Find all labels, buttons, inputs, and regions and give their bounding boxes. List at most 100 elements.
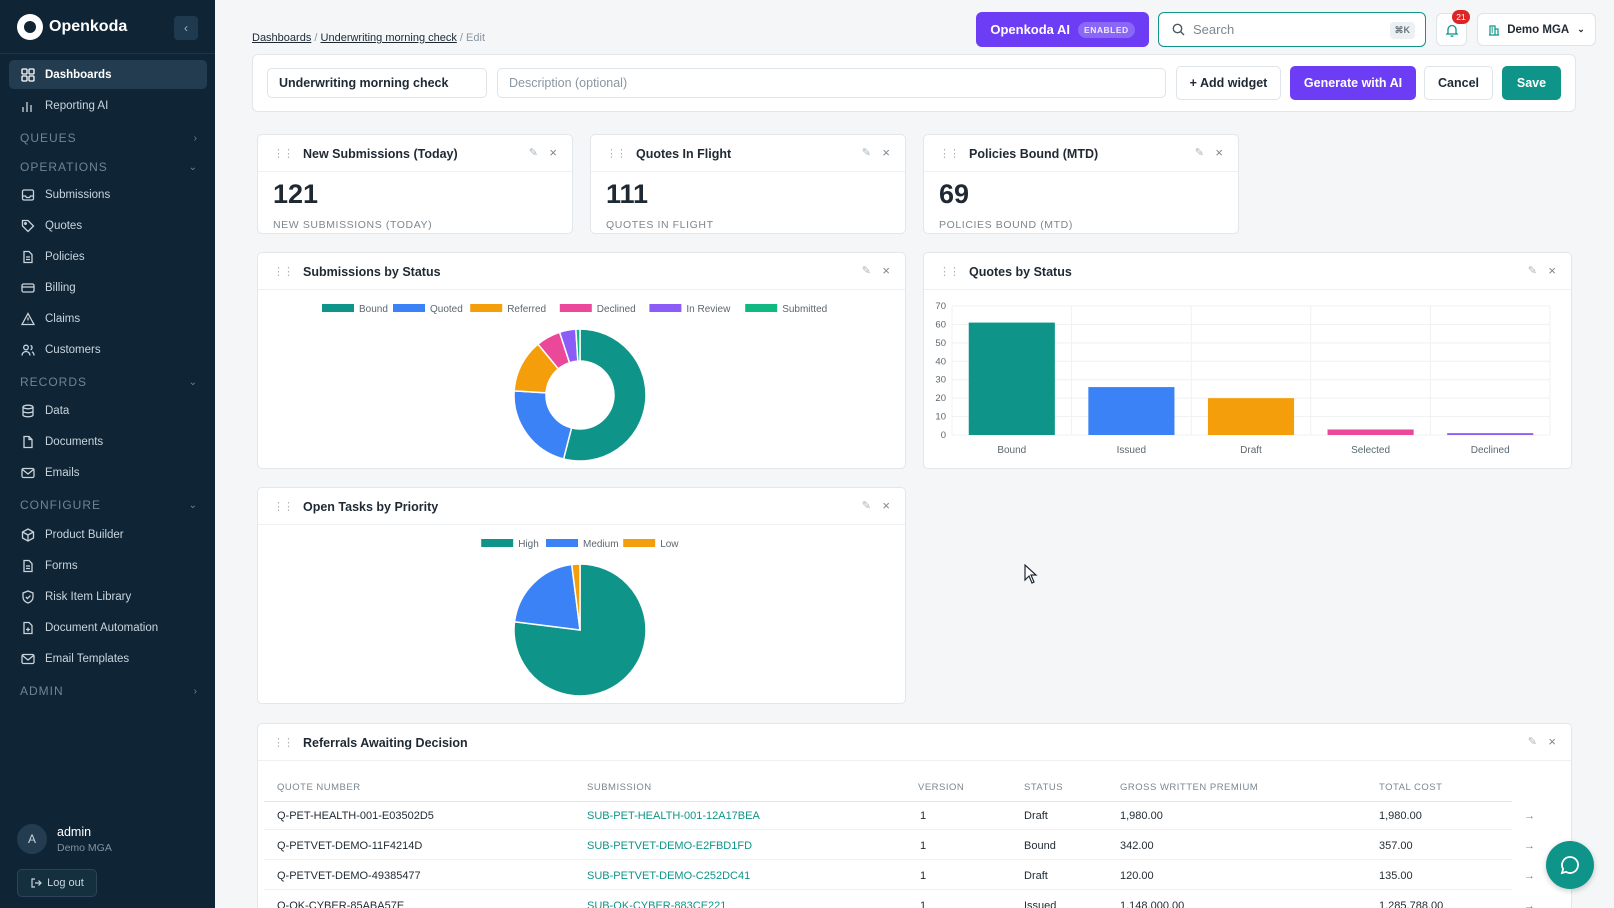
- arrow-right-icon[interactable]: →: [1524, 900, 1535, 908]
- drag-handle-icon[interactable]: ⋮⋮: [939, 148, 960, 160]
- close-icon[interactable]: ×: [1548, 734, 1556, 749]
- breadcrumb-current: Edit: [466, 32, 486, 44]
- breadcrumb-dashboard[interactable]: Underwriting morning check: [320, 32, 457, 44]
- sidebar-section-operations[interactable]: OPERATIONS ⌄: [20, 160, 198, 174]
- user-profile[interactable]: A admin Demo MGA: [17, 824, 112, 854]
- legend-swatch-high: [481, 539, 514, 547]
- widget-header: ⋮⋮ Submissions by Status ✎ ×: [258, 253, 905, 290]
- breadcrumb-dashboards[interactable]: Dashboards: [252, 32, 312, 44]
- close-icon[interactable]: ×: [549, 145, 557, 160]
- sidebar-item-billing[interactable]: Billing: [9, 273, 207, 302]
- bell-icon: [1444, 24, 1459, 37]
- notification-count-badge: 21: [1452, 10, 1470, 24]
- kpi-label: NEW SUBMISSIONS (TODAY): [273, 219, 433, 231]
- table-row[interactable]: Q-PETVET-DEMO-11F4214D SUB-PETVET-DEMO-E…: [264, 830, 1535, 860]
- sidebar-item-submissions[interactable]: Submissions: [9, 180, 207, 209]
- column-gross-written-premium[interactable]: GROSS WRITTEN PREMIUM: [1120, 782, 1259, 793]
- bar-declined: [1447, 433, 1534, 435]
- search-box[interactable]: ⌘K: [1158, 12, 1426, 47]
- sidebar-item-label: Data: [45, 404, 70, 417]
- cell-submission-link[interactable]: SUB-PETVET-DEMO-E2FBD1FD: [587, 840, 753, 852]
- sidebar-item-policies[interactable]: Policies: [9, 242, 207, 271]
- drag-handle-icon[interactable]: ⋮⋮: [273, 737, 294, 749]
- column-version[interactable]: VERSION: [918, 782, 965, 793]
- column-status[interactable]: STATUS: [1024, 782, 1064, 793]
- drag-handle-icon[interactable]: ⋮⋮: [273, 266, 294, 278]
- cell-submission-link[interactable]: SUB-PET-HEALTH-001-12A17BEA: [587, 810, 760, 822]
- sidebar-item-document-automation[interactable]: Document Automation: [9, 613, 207, 642]
- close-icon[interactable]: ×: [882, 145, 890, 160]
- table-row[interactable]: Q-OK-CYBER-85ABA57E SUB-OK-CYBER-883CE22…: [264, 890, 1535, 908]
- org-switcher[interactable]: Demo MGA ⌄: [1477, 13, 1596, 46]
- save-button[interactable]: Save: [1502, 66, 1561, 100]
- legend-label-declined: Declined: [597, 304, 636, 315]
- pencil-icon[interactable]: ✎: [1527, 265, 1537, 277]
- sidebar-item-forms[interactable]: Forms: [9, 551, 207, 580]
- pencil-icon[interactable]: ✎: [1194, 147, 1204, 159]
- sidebar-item-documents[interactable]: Documents: [9, 427, 207, 456]
- chat-button[interactable]: [1546, 841, 1594, 889]
- y-tick-label: 20: [935, 393, 946, 404]
- sidebar-section-configure[interactable]: CONFIGURE ⌄: [20, 498, 198, 512]
- sidebar-item-dashboards[interactable]: Dashboards: [9, 60, 207, 89]
- sidebar-item-customers[interactable]: Customers: [9, 335, 207, 364]
- widget-submissions-by-status: ⋮⋮ Submissions by Status ✎ × Bound Quoted…: [257, 252, 906, 469]
- arrow-right-icon[interactable]: →: [1524, 870, 1535, 882]
- pencil-icon[interactable]: ✎: [861, 265, 871, 277]
- sidebar-item-data[interactable]: Data: [9, 396, 207, 425]
- table-row[interactable]: Q-PET-HEALTH-001-E03502D5 SUB-PET-HEALTH…: [264, 800, 1535, 830]
- sidebar-item-claims[interactable]: Claims: [9, 304, 207, 333]
- close-icon[interactable]: ×: [882, 498, 890, 513]
- cell-submission-link[interactable]: SUB-PETVET-DEMO-C252DC41: [587, 870, 751, 882]
- pencil-icon[interactable]: ✎: [528, 147, 538, 159]
- cell-total-cost: 135.00: [1379, 870, 1413, 882]
- sidebar-item-product-builder[interactable]: Product Builder: [9, 520, 207, 549]
- cell-total-cost: 357.00: [1379, 840, 1413, 852]
- slice-submitted: [575, 328, 581, 362]
- sidebar-section-records[interactable]: RECORDS ⌄: [20, 375, 198, 389]
- dashboard-title-input[interactable]: [267, 68, 487, 98]
- drag-handle-icon[interactable]: ⋮⋮: [606, 148, 627, 160]
- drag-handle-icon[interactable]: ⋮⋮: [939, 266, 960, 278]
- sidebar-item-label: Claims: [45, 312, 81, 325]
- sidebar-item-reporting-ai[interactable]: Reporting AI: [9, 91, 207, 120]
- sidebar-item-email-templates[interactable]: Email Templates: [9, 644, 207, 673]
- openkoda-ai-button[interactable]: Openkoda AI ENABLED: [976, 12, 1149, 47]
- sidebar-item-label: Reporting AI: [45, 99, 109, 112]
- column-quote-number[interactable]: QUOTE NUMBER: [277, 782, 361, 793]
- close-icon[interactable]: ×: [1215, 145, 1223, 160]
- search-input[interactable]: [1193, 22, 1373, 37]
- generate-with-ai-button[interactable]: Generate with AI: [1290, 66, 1416, 100]
- sidebar-item-label: Dashboards: [45, 68, 112, 81]
- sidebar-item-label: Submissions: [45, 188, 111, 201]
- brand[interactable]: Openkoda: [17, 14, 127, 40]
- y-tick-label: 0: [941, 430, 946, 441]
- close-icon[interactable]: ×: [1548, 263, 1556, 278]
- pencil-icon[interactable]: ✎: [1527, 736, 1537, 748]
- pencil-icon[interactable]: ✎: [861, 500, 871, 512]
- sidebar-item-risk-item-library[interactable]: Risk Item Library: [9, 582, 207, 611]
- sidebar-section-admin[interactable]: ADMIN ›: [20, 684, 198, 698]
- drag-handle-icon[interactable]: ⋮⋮: [273, 148, 294, 160]
- cancel-button[interactable]: Cancel: [1424, 66, 1493, 100]
- sidebar-item-emails[interactable]: Emails: [9, 458, 207, 487]
- column-submission[interactable]: SUBMISSION: [587, 782, 652, 793]
- pencil-icon[interactable]: ✎: [861, 147, 871, 159]
- close-icon[interactable]: ×: [882, 263, 890, 278]
- column-total-cost[interactable]: TOTAL COST: [1379, 782, 1443, 793]
- table-row[interactable]: Q-PETVET-DEMO-49385477 SUB-PETVET-DEMO-C…: [264, 860, 1535, 890]
- dashboard-description-input[interactable]: [497, 68, 1166, 98]
- arrow-right-icon[interactable]: →: [1524, 810, 1535, 822]
- drag-handle-icon[interactable]: ⋮⋮: [273, 501, 294, 513]
- cube-icon: [21, 527, 35, 542]
- sidebar-section-queues[interactable]: QUEUES ›: [20, 131, 198, 145]
- cell-submission-link[interactable]: SUB-OK-CYBER-883CE221: [587, 900, 727, 908]
- add-widget-button[interactable]: + Add widget: [1176, 66, 1281, 100]
- cell-total-cost: 1,980.00: [1379, 810, 1422, 822]
- arrow-right-icon[interactable]: →: [1524, 840, 1535, 852]
- sidebar-item-label: Billing: [45, 281, 76, 294]
- logout-button[interactable]: Log out: [17, 869, 97, 897]
- collapse-sidebar-button[interactable]: ‹: [174, 16, 198, 40]
- sidebar-item-quotes[interactable]: Quotes: [9, 211, 207, 240]
- legend-label-in-review: In Review: [686, 304, 731, 315]
